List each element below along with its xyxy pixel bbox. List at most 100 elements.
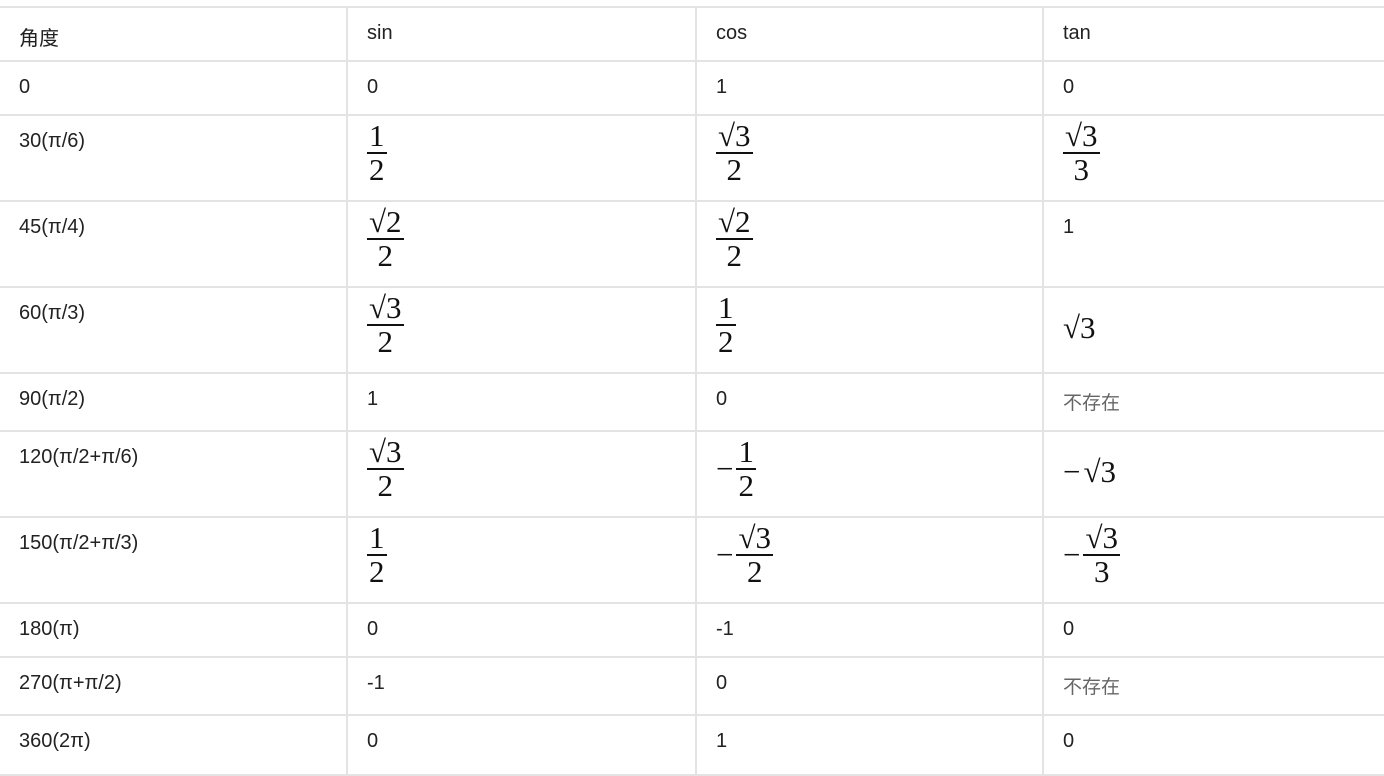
angle-cell: 60(π/3) <box>0 286 348 374</box>
fraction: √3 2 <box>367 436 404 502</box>
numerator: 1 <box>369 118 385 153</box>
table-row: 60(π/3) √3 2 1 2 √3 <box>0 286 1384 374</box>
angle-cell: 45(π/4) <box>0 200 348 288</box>
minus-sign: − <box>716 537 734 572</box>
fraction-bar <box>716 324 736 326</box>
cos-value-cell: 0 <box>695 372 1044 432</box>
denominator: 2 <box>377 468 394 503</box>
table-row: 270(π+π/2) -1 0 不存在 <box>0 656 1384 716</box>
table-row: 150(π/2+π/3) 1 2− √3 2− √3 3 <box>0 516 1384 604</box>
sin-value-cell: -1 <box>346 656 697 716</box>
tan-value-cell: √3 <box>1042 286 1384 374</box>
denominator: 3 <box>1093 554 1110 589</box>
numerator: 1 <box>718 290 734 325</box>
angle-cell: 120(π/2+π/6) <box>0 430 348 518</box>
fraction-bar <box>367 554 387 556</box>
angle-cell: 30(π/6) <box>0 114 348 202</box>
tan-value-cell: √3 3 <box>1042 114 1384 202</box>
denominator: 2 <box>718 324 734 359</box>
tan-value-cell: 不存在 <box>1042 656 1384 716</box>
math-expression: √2 2 <box>367 206 404 272</box>
cos-value-cell: 1 <box>695 714 1044 776</box>
fraction-bar <box>736 468 756 470</box>
numerator: 1 <box>738 434 754 469</box>
cos-value-cell: −1 2 <box>695 430 1044 518</box>
fraction-bar <box>1083 554 1120 556</box>
cos-value-cell: − √3 2 <box>695 516 1044 604</box>
angle-cell: 360(2π) <box>0 714 348 776</box>
numerator: √2 <box>369 204 402 239</box>
sin-value-cell: 0 <box>346 60 697 116</box>
math-expression: √3 <box>1063 310 1096 346</box>
numerator: √3 <box>369 434 402 469</box>
fraction: √2 2 <box>716 206 753 272</box>
tan-value-cell: − √3 <box>1042 430 1384 518</box>
tan-value-cell: 1 <box>1042 200 1384 288</box>
fraction: √3 2 <box>367 292 404 358</box>
table-row: 120(π/2+π/6) √3 2−1 2− √3 <box>0 430 1384 518</box>
angle-cell: 180(π) <box>0 602 348 658</box>
cos-value-cell: √3 2 <box>695 114 1044 202</box>
cos-value-cell: 0 <box>695 656 1044 716</box>
tan-value-cell: 0 <box>1042 60 1384 116</box>
sin-value-cell: 0 <box>346 602 697 658</box>
denominator: 2 <box>726 238 743 273</box>
fraction: √3 3 <box>1063 120 1100 186</box>
denominator: 2 <box>369 554 385 589</box>
math-expression: − √3 <box>1063 454 1116 490</box>
fraction-bar <box>367 238 404 240</box>
denominator: 2 <box>746 554 763 589</box>
numerator: √3 <box>738 520 771 555</box>
sin-value-cell: √2 2 <box>346 200 697 288</box>
math-expression: √3 2 <box>367 292 404 358</box>
numerator: √3 <box>718 118 751 153</box>
fraction: √3 3 <box>1083 522 1120 588</box>
header-cell-angle: 角度 <box>0 6 348 62</box>
tan-value-cell: 0 <box>1042 714 1384 776</box>
table-header-row: 角度 sin cos tan <box>0 6 1384 62</box>
cos-value-cell: 1 <box>695 60 1044 116</box>
fraction-bar <box>716 152 753 154</box>
denominator: 2 <box>726 152 743 187</box>
minus-sign: − <box>1063 537 1081 572</box>
numerator: 1 <box>369 520 385 555</box>
math-expression: √3 2 <box>367 436 404 502</box>
angle-cell: 90(π/2) <box>0 372 348 432</box>
math-expression: √3 2 <box>716 120 753 186</box>
table-row: 90(π/2) 1 0 不存在 <box>0 372 1384 432</box>
trig-values-table: 角度 sin cos tan 0 0 1 0 30(π/6) 1 2 √3 2 √3 3 45(π/4) √2 2… <box>0 6 1384 776</box>
cos-value-cell: √2 2 <box>695 200 1044 288</box>
fraction-bar <box>367 468 404 470</box>
sin-value-cell: √3 2 <box>346 430 697 518</box>
radical: √3 <box>1063 310 1096 345</box>
tan-value-cell: 不存在 <box>1042 372 1384 432</box>
numerator: √3 <box>1065 118 1098 153</box>
header-cell-tan: tan <box>1042 6 1384 62</box>
denominator: 2 <box>369 152 385 187</box>
table-row: 360(2π) 0 1 0 <box>0 714 1384 776</box>
math-expression: − √3 2 <box>716 522 773 588</box>
tan-value-cell: − √3 3 <box>1042 516 1384 604</box>
sin-value-cell: 1 <box>346 372 697 432</box>
numerator: √3 <box>369 290 402 325</box>
fraction: √2 2 <box>367 206 404 272</box>
table-row: 180(π) 0 -1 0 <box>0 602 1384 658</box>
table-row: 30(π/6) 1 2 √3 2 √3 3 <box>0 114 1384 202</box>
math-expression: − √3 3 <box>1063 522 1120 588</box>
header-cell-cos: cos <box>695 6 1044 62</box>
denominator: 2 <box>377 238 394 273</box>
header-cell-sin: sin <box>346 6 697 62</box>
tan-value-cell: 0 <box>1042 602 1384 658</box>
cos-value-cell: -1 <box>695 602 1044 658</box>
denominator: 2 <box>738 468 754 503</box>
math-expression: √3 3 <box>1063 120 1100 186</box>
